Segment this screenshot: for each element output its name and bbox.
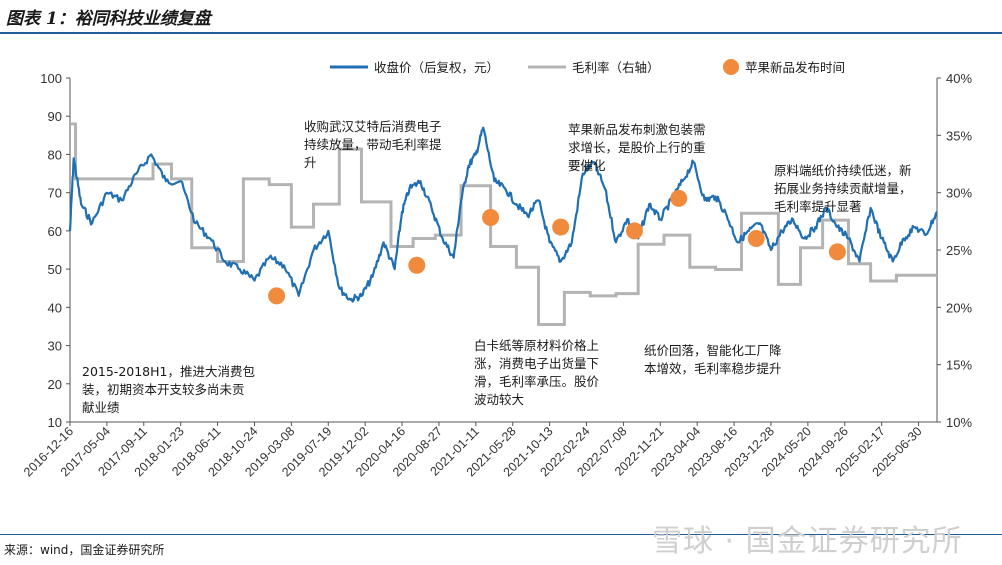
price-series [68, 126, 938, 303]
apple-event-marker [670, 189, 688, 207]
left-tick-label: 40 [48, 300, 62, 315]
left-tick-label: 10 [48, 415, 62, 430]
right-tick-label: 40% [946, 71, 972, 86]
x-axis-ticks: 2016-12-162017-05-042017-09-112018-01-23… [21, 422, 925, 479]
annotation-6: 原料端纸价持续低迷，新 拓展业务持续贡献增量， 毛利率提升显著 [774, 163, 912, 214]
left-tick-label: 80 [48, 147, 62, 162]
annotation-3-line-2: 涨，消费电子出货量下 [474, 356, 599, 371]
legend-price-label: 收盘价（后复权，元） [374, 60, 499, 75]
right-tick-label: 30% [946, 186, 972, 201]
gross-margin-series [70, 122, 937, 327]
annotation-4: 苹果新品发布刺激包装需 求增长，是股价上行的重 要催化 [568, 122, 706, 173]
annotation-3: 白卡纸等原材料价格上 涨，消费电子出货量下 滑，毛利率承压。股价 波动较大 [474, 338, 600, 407]
apple-event-marker [625, 222, 643, 240]
left-tick-label: 30 [48, 339, 62, 354]
apple-event-marker [408, 256, 426, 274]
left-tick-label: 70 [48, 186, 62, 201]
price-line [68, 126, 938, 303]
right-tick-label: 10% [946, 415, 972, 430]
apple-event-marker [552, 218, 570, 236]
watermark: 雪球 · 国金证券研究所 [652, 524, 963, 559]
left-tick-label: 60 [48, 224, 62, 239]
left-tick-label: 90 [48, 109, 62, 124]
left-axis-ticks: 10 20 30 40 50 60 70 80 90 100 [40, 71, 70, 430]
annotation-1-line-2: 装，初期资本开支较多尚未贡 [82, 382, 245, 397]
apple-event-marker [828, 243, 846, 261]
figure-title: 图表 1：裕同科技业绩复盘 [6, 9, 211, 29]
annotation-2-line-2: 持续放量，带动毛利率提 [304, 137, 442, 152]
annotation-5: 纸价回落，智能化工厂降 本增效，毛利率稳步提升 [644, 343, 782, 376]
annotation-1-line-3: 献业绩 [82, 400, 120, 415]
annotation-1-line-1: 2015-2018H1，推进大消费包 [82, 364, 255, 379]
annotation-2-line-3: 升 [304, 155, 317, 170]
annotation-5-line-2: 本增效，毛利率稳步提升 [644, 361, 782, 376]
legend-margin-label: 毛利率（右轴） [572, 60, 660, 75]
apple-event-marker [482, 209, 500, 227]
footer-divider [0, 534, 1002, 535]
annotation-3-line-1: 白卡纸等原材料价格上 [474, 338, 599, 353]
annotation-2-line-1: 收购武汉艾特后消费电子 [304, 119, 442, 134]
annotation-3-line-4: 波动较大 [474, 392, 524, 407]
title-divider [0, 32, 1002, 34]
right-tick-label: 20% [946, 300, 972, 315]
right-tick-label: 25% [946, 243, 972, 258]
legend: 收盘价（后复权，元） 毛利率（右轴） 苹果新品发布时间 [330, 59, 845, 75]
annotation-4-line-2: 求增长，是股价上行的重 [568, 140, 706, 155]
apple-event-marker [747, 230, 765, 248]
source-note: 来源：wind，国金证券研究所 [4, 543, 165, 557]
apple-event-marker [268, 287, 286, 305]
annotation-4-line-3: 要催化 [568, 158, 606, 173]
gross-margin-line [70, 122, 937, 327]
annotation-4-line-1: 苹果新品发布刺激包装需 [568, 122, 706, 137]
annotation-3-line-3: 滑，毛利率承压。股价 [474, 374, 600, 389]
right-axis-ticks: 10% 15% 20% 25% 30% 35% 40% [937, 71, 972, 430]
right-tick-label: 15% [946, 358, 972, 373]
annotation-2: 收购武汉艾特后消费电子 持续放量，带动毛利率提 升 [304, 119, 442, 170]
annotation-6-line-2: 拓展业务持续贡献增量， [774, 181, 912, 196]
left-tick-label: 20 [48, 377, 62, 392]
legend-apple-swatch [723, 59, 739, 75]
legend-apple-label: 苹果新品发布时间 [745, 60, 845, 75]
annotation-6-line-1: 原料端纸价持续低迷，新 [774, 163, 912, 178]
left-tick-label: 50 [48, 262, 62, 277]
annotation-6-line-3: 毛利率提升显著 [774, 199, 862, 214]
left-tick-label: 100 [40, 71, 62, 86]
annotation-5-line-1: 纸价回落，智能化工厂降 [644, 343, 782, 358]
right-tick-label: 35% [946, 128, 972, 143]
annotation-1: 2015-2018H1，推进大消费包 装，初期资本开支较多尚未贡 献业绩 [82, 364, 255, 415]
apple-event-markers [268, 189, 846, 305]
